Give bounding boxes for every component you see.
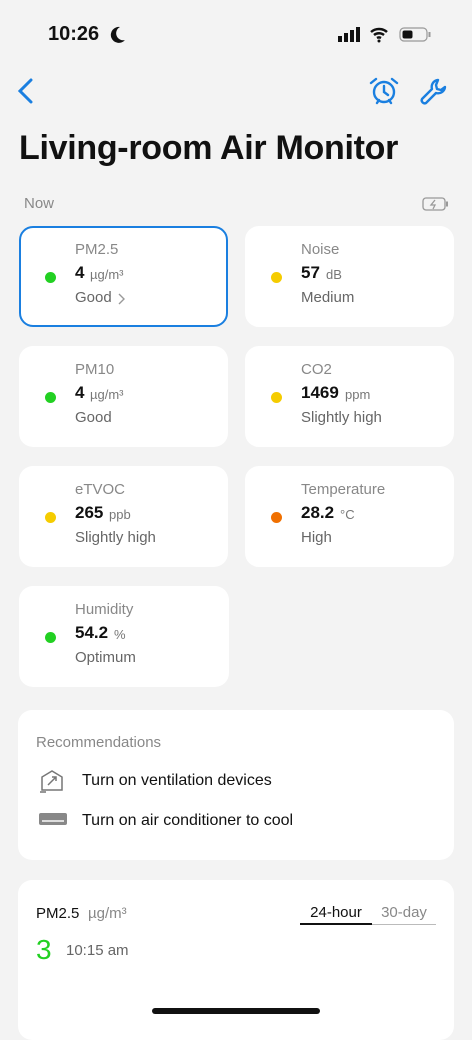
chevron — [118, 293, 125, 305]
metric-name: Temperature — [301, 481, 386, 498]
metric-unit: °C — [340, 507, 355, 522]
status-icons — [338, 27, 431, 43]
metric-status: High — [301, 529, 332, 546]
metric-value: 4 — [75, 263, 85, 282]
metric-status: Good — [75, 289, 112, 306]
metric-unit: ppm — [345, 387, 371, 402]
metric-card[interactable]: PM2.5 4 µg/m³ Good — [19, 226, 228, 327]
metric-card[interactable]: eTVOC 265 ppb Slightly high — [19, 466, 228, 567]
status-time: 10:26 — [48, 23, 100, 45]
metric-card[interactable]: PM10 4 µg/m³ Good — [19, 346, 228, 447]
back-button[interactable] — [16, 78, 36, 104]
metric-value: 1469 — [301, 383, 339, 402]
chart-metric: PM2.5 — [36, 905, 80, 922]
ventilation-icon — [40, 770, 63, 793]
alarm-button[interactable] — [368, 76, 400, 106]
metric-value: 57 — [301, 263, 320, 282]
ac-icon — [39, 813, 67, 825]
settings-button[interactable] — [418, 76, 450, 108]
status-dot — [45, 632, 56, 643]
tab-24-hour[interactable]: 24-hour — [300, 904, 372, 925]
metric-value: 265 — [75, 503, 104, 522]
metric-unit: µg/m³ — [90, 267, 124, 282]
metric-status: Optimum — [75, 649, 136, 666]
metric-value: 28.2 — [301, 503, 335, 522]
metric-status: Medium — [301, 289, 355, 306]
metric-unit: % — [114, 627, 126, 642]
status-dot — [45, 512, 56, 523]
status-dot — [271, 392, 282, 403]
metric-name: CO2 — [301, 361, 332, 378]
current-value: 3 — [36, 934, 52, 965]
metric-card[interactable]: CO2 1469 ppm Slightly high — [245, 346, 454, 447]
metric-status: Slightly high — [301, 409, 382, 426]
recommendation-item: Turn on air conditioner to cool — [82, 812, 294, 829]
chart-card: PM2.5 µg/m³ 24-hour 30-day 3 10:15 am — [18, 880, 454, 1040]
current-time: 10:15 am — [66, 942, 129, 959]
metric-name: Noise — [301, 241, 340, 258]
metric-name: PM10 — [75, 361, 115, 378]
chart-unit: µg/m³ — [88, 905, 127, 922]
metric-card[interactable]: Humidity 54.2% Optimum — [19, 586, 229, 687]
metric-name: PM2.5 — [75, 241, 119, 258]
status-dot — [45, 272, 56, 283]
section-label: Now — [24, 195, 55, 212]
recommendations-title: Recommendations — [36, 734, 162, 751]
recommendations-card: Recommendations Turn on ventilation devi… — [18, 710, 454, 860]
battery-icon — [422, 197, 448, 211]
home-indicator — [152, 1008, 320, 1014]
metric-name: Humidity — [75, 601, 134, 618]
metric-unit: ppb — [109, 507, 131, 522]
status-dot — [271, 272, 282, 283]
status-dot — [45, 392, 56, 403]
metric-name: eTVOC — [75, 481, 126, 498]
moon-icon — [110, 26, 125, 43]
metric-status: Good — [75, 409, 112, 426]
metric-status: Slightly high — [75, 529, 156, 546]
metric-unit: µg/m³ — [90, 387, 124, 402]
status-dot — [271, 512, 282, 523]
page-title: Living-room Air Monitor — [19, 129, 399, 167]
metric-value: 4 — [75, 383, 85, 402]
metric-unit: dB — [326, 267, 342, 282]
metric-value: 54.2 — [75, 623, 109, 642]
recommendation-item: Turn on ventilation devices — [82, 772, 272, 789]
tab-30-day[interactable]: 30-day — [372, 904, 436, 925]
metric-card[interactable]: Temperature 28.2 °C High — [245, 466, 454, 567]
metric-card[interactable]: Noise 57 dB Medium — [245, 226, 454, 327]
